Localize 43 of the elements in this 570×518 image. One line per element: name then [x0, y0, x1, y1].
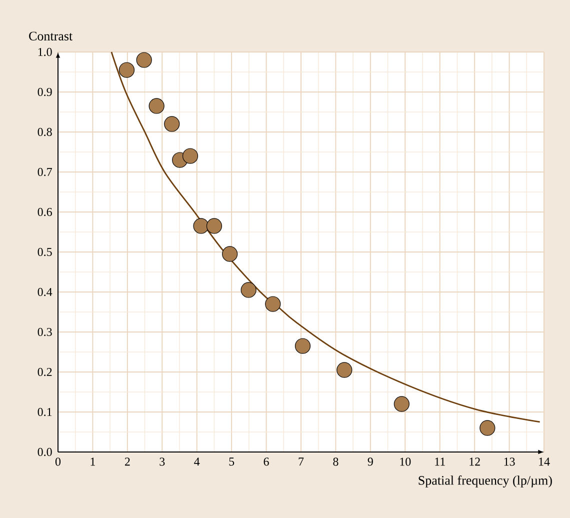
x-tick-label: 1: [90, 458, 96, 466]
point: [265, 296, 281, 312]
y-tick-label: 0.3: [38, 328, 52, 336]
line-series: [110, 51, 541, 423]
point: [206, 218, 222, 234]
y-tick-label: 0.2: [38, 368, 52, 376]
y-tick-label: 1.0: [38, 48, 52, 56]
x-tick-label: 14: [539, 458, 550, 466]
y-tick-label: 0.7: [38, 168, 52, 176]
point: [164, 116, 180, 132]
x-tick-label: 3: [160, 458, 165, 466]
point: [148, 98, 164, 114]
x-tick-label: 6: [264, 458, 269, 466]
y-tick-label: 0.5: [38, 248, 52, 256]
y-tick-label: 0.9: [38, 88, 52, 96]
point: [394, 396, 410, 412]
point: [118, 62, 135, 78]
x-tick-label: 0: [55, 458, 61, 466]
x-tick-label: 13: [504, 458, 515, 466]
x-tick-label: 2: [124, 458, 130, 466]
y-tick-label: 0.8: [38, 128, 52, 136]
x-tick-label: 7: [298, 458, 304, 466]
point: [182, 148, 198, 164]
y-tick-label: 0.0: [38, 448, 52, 456]
x-tick-label: 4: [194, 458, 200, 466]
x-tick-label: 8: [333, 458, 338, 466]
y-tick-label: 0.4: [38, 288, 52, 296]
x-tick-label: 11: [435, 458, 445, 466]
y-tick-label: 0.6: [38, 208, 52, 216]
x-tick-label: 9: [368, 458, 373, 466]
point: [222, 246, 238, 262]
point: [240, 282, 256, 298]
x-tick-label: 12: [470, 458, 480, 466]
y-axis-title: Contrast: [29, 32, 73, 40]
point: [193, 218, 209, 234]
point: [480, 420, 496, 436]
point: [294, 338, 311, 354]
point: [136, 52, 152, 68]
x-tick-label: 10: [400, 458, 411, 466]
point: [336, 362, 352, 378]
y-tick-label: 0.1: [38, 408, 52, 416]
x-axis-title: Spatial frequency (lp/µm): [418, 476, 552, 488]
x-tick-label: 5: [229, 458, 234, 466]
